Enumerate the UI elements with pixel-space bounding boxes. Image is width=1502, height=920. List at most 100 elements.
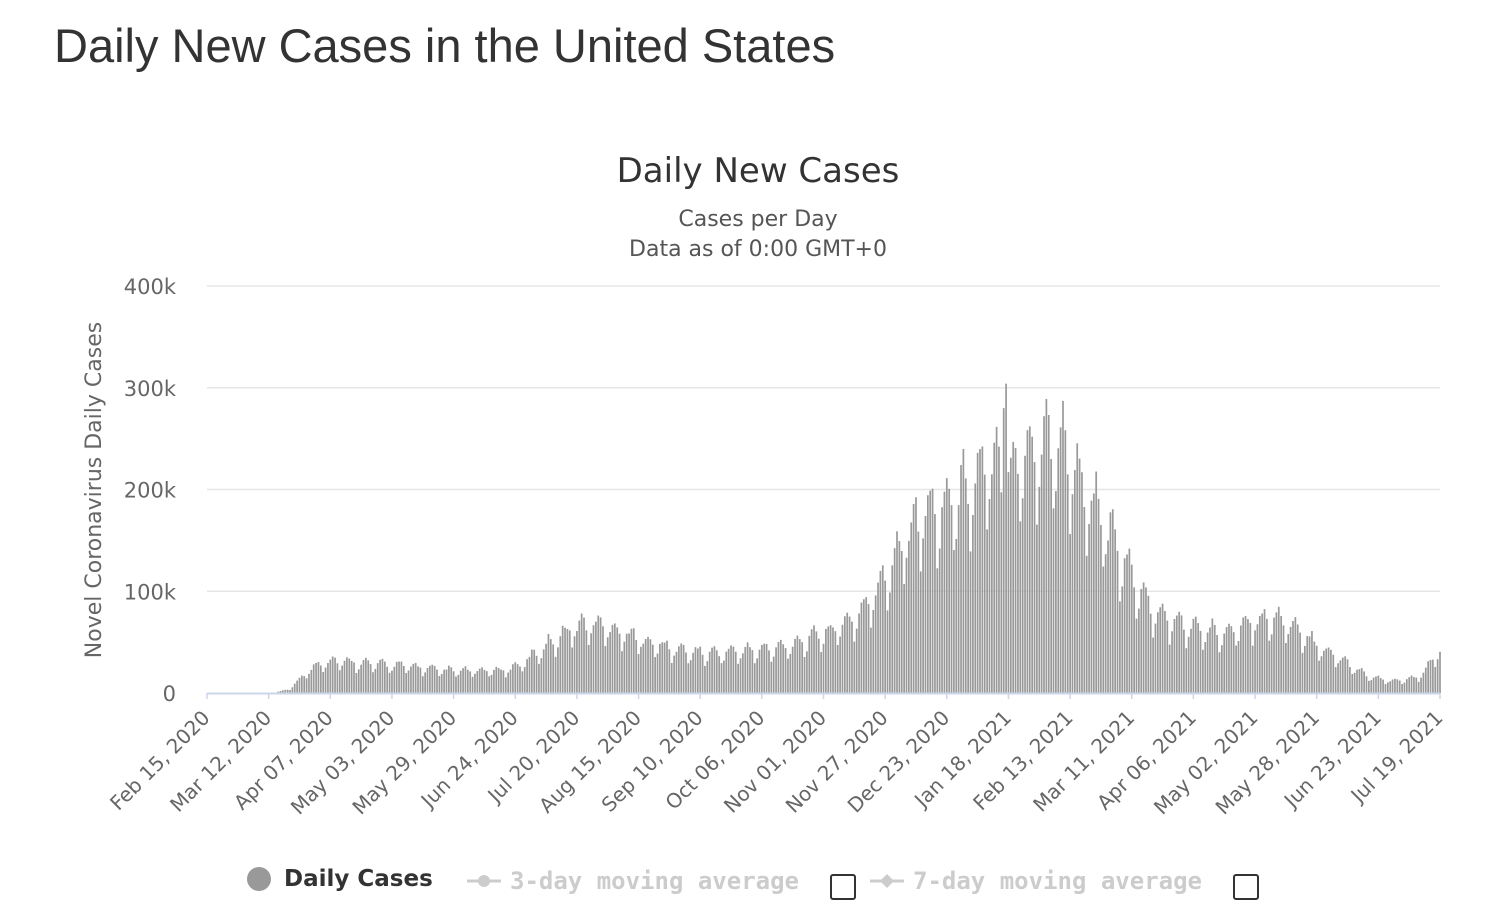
bar [628, 633, 630, 693]
bar [1007, 472, 1010, 693]
bar [519, 666, 521, 693]
bar [1119, 601, 1121, 693]
bar [1237, 640, 1240, 693]
bar [981, 446, 984, 693]
bar [1405, 679, 1408, 693]
bar [353, 662, 355, 693]
bar [765, 643, 768, 693]
bar [936, 568, 939, 693]
bar [1166, 620, 1169, 693]
bar [782, 644, 785, 693]
bar [1202, 649, 1204, 693]
bar [1211, 618, 1214, 693]
bar [1059, 427, 1062, 693]
bar [1389, 681, 1392, 693]
bar [474, 673, 476, 693]
bar [376, 663, 379, 693]
bar [369, 664, 372, 693]
bar [827, 626, 830, 693]
bar [516, 664, 519, 693]
bar [1213, 624, 1216, 693]
bar [1232, 632, 1235, 693]
bar [696, 648, 699, 693]
bar [497, 668, 500, 693]
bar [1033, 462, 1036, 693]
bar [1372, 677, 1375, 693]
bar [357, 669, 360, 693]
bar [1083, 506, 1086, 693]
bar [955, 538, 958, 693]
bar [644, 639, 647, 693]
bar [1420, 677, 1422, 693]
bar [1040, 454, 1043, 693]
bar [768, 650, 770, 693]
bar [753, 663, 756, 693]
bar [1147, 595, 1150, 693]
bar [362, 660, 365, 693]
bar [1308, 636, 1311, 693]
bar [1043, 416, 1045, 693]
legend-item-7day-average[interactable]: 7-day moving average [870, 867, 1202, 895]
bar [685, 652, 687, 693]
bar [611, 624, 614, 693]
legend-item-daily-cases[interactable]: Daily Cases [246, 866, 433, 892]
bar [1102, 566, 1105, 693]
bar [1382, 679, 1384, 693]
bar [495, 666, 498, 693]
bar [746, 642, 749, 693]
bar [796, 635, 799, 693]
bar [687, 663, 690, 693]
bar [1107, 540, 1109, 693]
bar [1192, 618, 1195, 693]
bar [839, 636, 841, 693]
page-title: Daily New Cases in the United States [54, 19, 836, 72]
bar [1095, 471, 1098, 693]
bar [651, 644, 654, 693]
bar [322, 672, 325, 693]
bar [708, 651, 711, 693]
bar [450, 667, 453, 693]
bar [305, 678, 308, 693]
bar [625, 633, 628, 693]
bar [801, 642, 804, 693]
bar [419, 667, 422, 693]
bar [521, 671, 524, 693]
y-axis-label: Novel Coronavirus Daily Cases [82, 322, 107, 658]
bar [900, 550, 903, 693]
bar [523, 667, 526, 693]
bar [1178, 611, 1181, 693]
bar [383, 661, 386, 693]
bar [1379, 678, 1382, 693]
bar [433, 665, 436, 693]
bar [1434, 666, 1437, 693]
bar [391, 670, 393, 693]
bar [1161, 603, 1164, 693]
bar [1197, 623, 1199, 693]
bar [1365, 676, 1368, 693]
bar [663, 642, 666, 693]
bar [775, 647, 777, 693]
bar [715, 650, 718, 693]
bar [606, 637, 609, 693]
bar [1311, 631, 1313, 693]
bar [630, 628, 633, 693]
bar [561, 625, 564, 693]
bar [476, 671, 479, 693]
bar [758, 649, 761, 693]
legend-label-daily-cases: Daily Cases [284, 866, 433, 892]
bar [791, 646, 794, 693]
bar [642, 643, 645, 693]
bar [530, 649, 533, 693]
bar [547, 633, 550, 693]
bar [739, 658, 742, 693]
legend-item-3day-average[interactable]: 3-day moving average [467, 867, 799, 895]
bar [1071, 494, 1074, 693]
bar [414, 662, 417, 693]
bar [815, 631, 818, 693]
bar [509, 669, 512, 693]
bar [595, 621, 597, 693]
bar [1216, 635, 1218, 693]
bar [727, 648, 730, 693]
bar [713, 646, 716, 693]
bar [1247, 619, 1249, 693]
